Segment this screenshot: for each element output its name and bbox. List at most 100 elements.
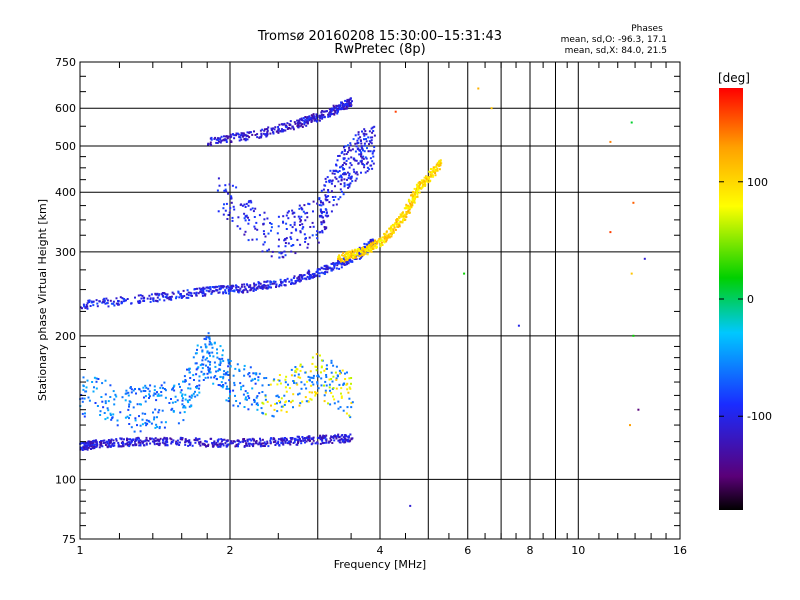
data-point [377, 239, 380, 242]
data-point [286, 211, 289, 214]
data-point [93, 447, 96, 450]
data-point [297, 276, 300, 279]
data-point [211, 346, 214, 349]
data-point [278, 400, 281, 402]
data-point [154, 437, 157, 440]
data-point [358, 249, 361, 252]
data-point [280, 438, 283, 441]
data-point [92, 304, 95, 307]
data-point [195, 352, 198, 355]
data-point [347, 440, 349, 443]
data-point [176, 439, 179, 442]
data-point [169, 437, 172, 440]
data-point [83, 305, 86, 308]
data-point [413, 191, 416, 194]
data-point [234, 367, 237, 370]
data-point [182, 289, 185, 292]
data-point [237, 291, 240, 294]
data-point [246, 392, 249, 395]
data-point [225, 399, 228, 402]
data-point [181, 437, 184, 439]
data-point [406, 206, 409, 209]
data-point [95, 380, 98, 383]
data-point [344, 259, 347, 262]
data-point [290, 279, 293, 282]
data-point [418, 181, 421, 183]
data-point [345, 412, 348, 415]
data-point [158, 293, 161, 296]
data-point [251, 443, 254, 446]
data-point [243, 406, 246, 408]
data-point [301, 126, 304, 128]
data-point [411, 198, 414, 201]
data-point [230, 197, 233, 200]
data-point [309, 226, 312, 228]
data-point [312, 437, 314, 440]
data-point [285, 437, 288, 440]
data-point [321, 231, 324, 234]
data-point [300, 219, 302, 222]
data-point [286, 277, 289, 280]
data-point [221, 357, 224, 360]
data-point [82, 303, 85, 306]
data-point [247, 408, 250, 411]
data-point [292, 126, 295, 129]
data-point [276, 232, 279, 235]
data-point [227, 400, 230, 403]
data-point [278, 285, 281, 288]
data-point [303, 204, 306, 207]
data-point [339, 105, 342, 108]
data-point [333, 264, 336, 267]
data-point [280, 409, 283, 412]
data-point [227, 358, 230, 361]
data-point [366, 166, 369, 169]
data-point [196, 348, 198, 351]
data-point [227, 292, 230, 295]
data-point [135, 443, 138, 446]
data-point [334, 435, 337, 438]
data-point [308, 270, 311, 273]
data-point [137, 294, 140, 297]
data-point [247, 204, 250, 207]
data-point [215, 141, 218, 144]
data-point [336, 435, 339, 438]
data-point [133, 430, 136, 433]
data-point [253, 282, 255, 285]
data-point [302, 439, 305, 442]
data-point [128, 400, 131, 403]
data-point [385, 230, 388, 233]
data-point [409, 207, 412, 210]
data-point [350, 164, 353, 167]
data-point [179, 438, 182, 441]
data-point [320, 214, 323, 217]
data-point [307, 269, 310, 272]
data-point [255, 442, 258, 444]
data-point [250, 287, 253, 290]
data-point [247, 216, 249, 219]
data-point [328, 386, 331, 389]
data-point [215, 289, 218, 292]
data-point [83, 397, 86, 400]
data-point [88, 299, 91, 302]
data-point [153, 439, 156, 442]
data-point [325, 434, 328, 437]
y-tick-label: 300 [55, 246, 76, 259]
data-point [121, 297, 124, 300]
data-point [394, 228, 397, 231]
data-point [317, 374, 319, 377]
data-point [216, 444, 219, 447]
data-point [344, 99, 347, 102]
data-point [291, 209, 294, 212]
data-point [262, 230, 265, 233]
data-point [416, 188, 419, 191]
data-point [330, 359, 333, 362]
data-point [219, 445, 222, 448]
data-point [264, 395, 267, 398]
data-point [258, 214, 261, 217]
data-point [163, 426, 166, 429]
data-point [296, 125, 299, 127]
data-point [242, 132, 245, 135]
data-point [362, 149, 364, 152]
data-point [381, 244, 384, 246]
data-point [329, 169, 332, 172]
